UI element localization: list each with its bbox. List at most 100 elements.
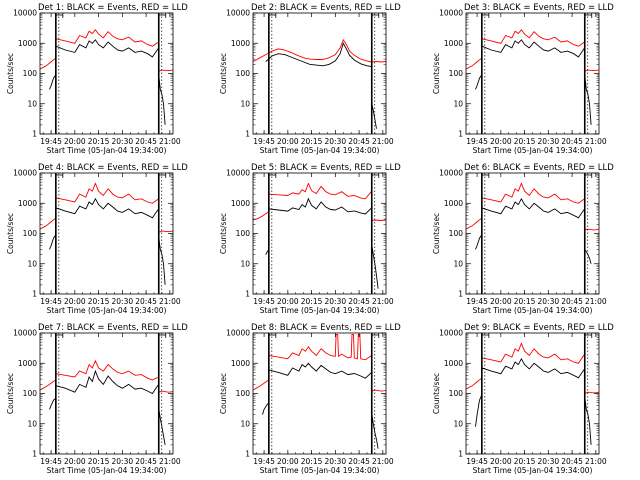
detector-panel-4: Det 4: BLACK = Events, RED = LLD 1 10 100 10… xyxy=(0,160,213,320)
detector-chart-2: Det 2: BLACK = Events, RED = LLD 1 10 100 10… xyxy=(219,3,401,155)
x-tick-label: 21:00 xyxy=(372,297,394,306)
y-tick-label: 1 xyxy=(32,450,37,459)
x-tick-label: 21:00 xyxy=(585,297,607,306)
series-events-line xyxy=(49,197,166,285)
y-tick-label: 10000 xyxy=(13,329,37,338)
y-tick-label: 100 xyxy=(236,229,251,238)
y-tick-label: 10000 xyxy=(13,9,37,18)
detector-panel-8: Det 8: BLACK = Events, RED = LLD 1 10 100 10… xyxy=(213,320,426,480)
x-tick-label: 19:45 xyxy=(40,297,62,306)
y-tick-label: 10000 xyxy=(439,9,463,18)
series-events-line xyxy=(262,362,379,449)
x-tick-label: 20:15 xyxy=(88,457,110,466)
x-axis-label: Start Time (05-Jan-04 19:34:00) xyxy=(47,146,167,155)
y-tick-label: 1 xyxy=(245,130,250,139)
x-tick-label: 19:45 xyxy=(253,137,275,146)
y-tick-label: 1000 xyxy=(231,199,250,208)
chart-title: Det 5: BLACK = Events, RED = LLD xyxy=(251,163,401,173)
y-tick-label: 100 xyxy=(236,69,251,78)
detector-chart-3: Det 3: BLACK = Events, RED = LLD 1 10 100 10… xyxy=(432,3,614,155)
series-lld-line xyxy=(253,182,386,222)
y-axis-label: Counts/sec xyxy=(219,53,228,94)
y-tick-label: 1000 xyxy=(444,199,463,208)
y-axis-label: Counts/sec xyxy=(219,213,228,254)
x-tick-label: 20:45 xyxy=(348,457,370,466)
y-tick-label: 100 xyxy=(449,69,464,78)
y-tick-label: 1000 xyxy=(231,39,250,48)
y-tick-label: 10000 xyxy=(13,169,37,178)
x-tick-label: 20:15 xyxy=(301,137,323,146)
x-tick-label: 20:30 xyxy=(538,297,560,306)
series-lld-line xyxy=(40,28,173,72)
series-lld-line xyxy=(253,38,386,63)
y-tick-label: 10000 xyxy=(439,169,463,178)
x-tick-label: 20:45 xyxy=(348,137,370,146)
x-tick-label: 20:30 xyxy=(325,297,347,306)
y-tick-label: 1 xyxy=(458,450,463,459)
y-tick-label: 10000 xyxy=(226,329,250,338)
x-tick-label: 20:15 xyxy=(301,297,323,306)
detector-panel-1: Det 1: BLACK = Events, RED = LLD 1 10 100 10… xyxy=(0,0,213,160)
x-tick-label: 21:00 xyxy=(372,457,394,466)
chart-title: Det 6: BLACK = Events, RED = LLD xyxy=(464,163,614,173)
y-tick-label: 1000 xyxy=(231,359,250,368)
y-tick-label: 10 xyxy=(453,99,463,108)
x-tick-label: 20:30 xyxy=(325,137,347,146)
x-tick-label: 21:00 xyxy=(159,457,181,466)
x-tick-label: 19:45 xyxy=(466,457,488,466)
y-tick-label: 10 xyxy=(27,419,37,428)
x-tick-label: 20:45 xyxy=(348,297,370,306)
chart-title: Det 3: BLACK = Events, RED = LLD xyxy=(464,3,614,13)
x-tick-label: 21:00 xyxy=(159,297,181,306)
x-tick-label: 20:30 xyxy=(112,297,134,306)
x-tick-label: 20:30 xyxy=(112,137,134,146)
y-tick-label: 10 xyxy=(453,419,463,428)
detector-chart-8: Det 8: BLACK = Events, RED = LLD 1 10 100 10… xyxy=(219,323,401,475)
y-tick-label: 10000 xyxy=(226,9,250,18)
x-tick-label: 19:45 xyxy=(40,137,62,146)
x-tick-label: 20:00 xyxy=(277,457,299,466)
x-tick-label: 21:00 xyxy=(372,137,394,146)
series-events-line xyxy=(475,357,592,445)
y-tick-label: 100 xyxy=(23,229,38,238)
detector-panel-5: Det 5: BLACK = Events, RED = LLD 1 10 100 10… xyxy=(213,160,426,320)
detector-panel-3: Det 3: BLACK = Events, RED = LLD 1 10 100 10… xyxy=(426,0,639,160)
series-events-line xyxy=(475,39,592,125)
chart-title: Det 9: BLACK = Events, RED = LLD xyxy=(464,323,614,333)
series-events-line xyxy=(49,369,166,445)
x-tick-label: 20:45 xyxy=(561,137,583,146)
detector-chart-7: Det 7: BLACK = Events, RED = LLD 1 10 100 10… xyxy=(6,323,188,475)
y-tick-label: 1 xyxy=(458,290,463,299)
x-tick-label: 20:15 xyxy=(514,457,536,466)
chart-title: Det 1: BLACK = Events, RED = LLD xyxy=(38,3,188,13)
x-tick-label: 20:15 xyxy=(514,297,536,306)
plot-frame xyxy=(39,12,174,135)
x-tick-label: 20:00 xyxy=(64,457,86,466)
x-tick-label: 20:30 xyxy=(325,457,347,466)
x-tick-label: 20:30 xyxy=(112,457,134,466)
y-tick-label: 1 xyxy=(245,290,250,299)
y-tick-label: 10 xyxy=(240,419,250,428)
x-axis-label: Start Time (05-Jan-04 19:34:00) xyxy=(47,466,167,475)
x-tick-label: 20:45 xyxy=(135,137,157,146)
x-tick-label: 19:45 xyxy=(466,137,488,146)
y-axis-label: Counts/sec xyxy=(432,53,441,94)
y-tick-label: 1000 xyxy=(18,359,37,368)
chart-title: Det 2: BLACK = Events, RED = LLD xyxy=(251,3,401,13)
plot-frame xyxy=(465,12,600,135)
y-tick-label: 1 xyxy=(32,290,37,299)
y-axis-label: Counts/sec xyxy=(432,373,441,414)
y-tick-label: 1 xyxy=(32,130,37,139)
y-axis-label: Counts/sec xyxy=(6,213,15,254)
x-tick-label: 20:15 xyxy=(88,297,110,306)
series-lld-line xyxy=(466,28,599,72)
x-tick-label: 20:15 xyxy=(301,457,323,466)
y-tick-label: 1000 xyxy=(18,39,37,48)
x-tick-label: 21:00 xyxy=(159,137,181,146)
chart-title: Det 7: BLACK = Events, RED = LLD xyxy=(38,323,188,333)
x-tick-label: 21:00 xyxy=(585,457,607,466)
detector-panel-6: Det 6: BLACK = Events, RED = LLD 1 10 100 10… xyxy=(426,160,639,320)
x-tick-label: 20:00 xyxy=(64,297,86,306)
detector-chart-9: Det 9: BLACK = Events, RED = LLD 1 10 100 10… xyxy=(432,323,614,475)
